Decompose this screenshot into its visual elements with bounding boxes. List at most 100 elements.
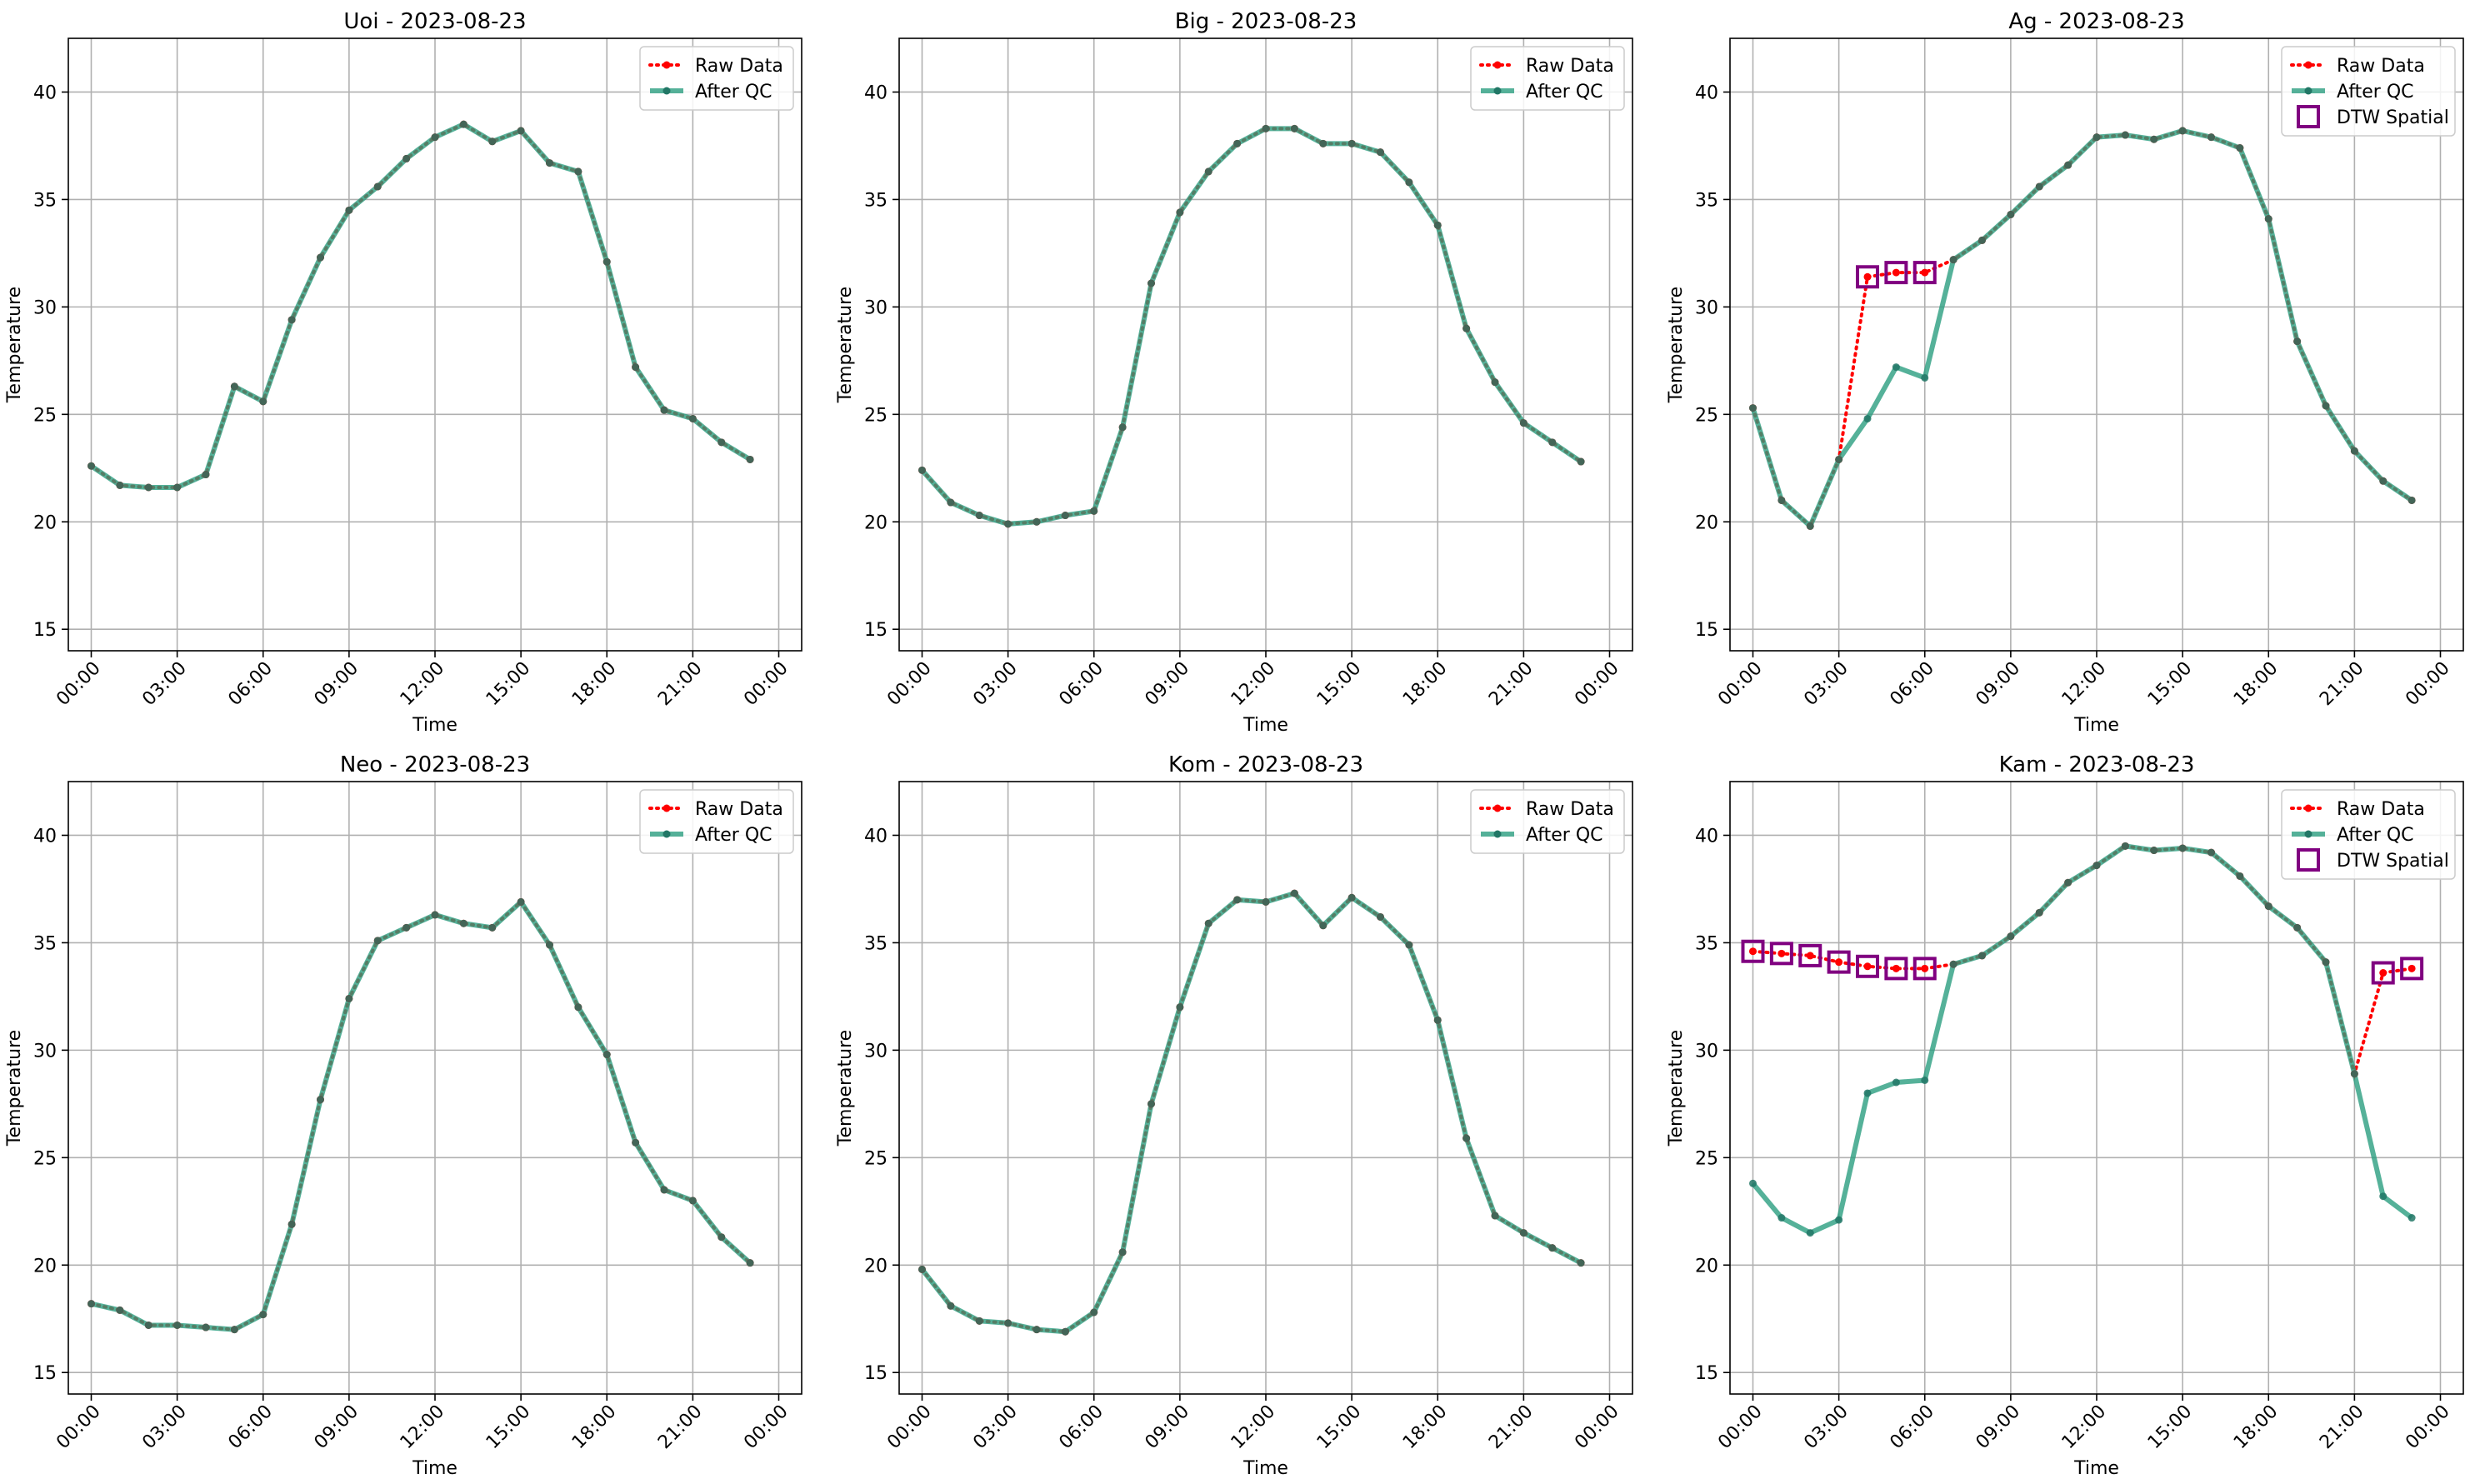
after-qc-point [2064, 878, 2072, 887]
y-tick-label: 25 [1695, 1148, 1718, 1169]
x-axis-label: Time [2073, 1458, 2119, 1479]
legend-box [1470, 46, 1625, 111]
after-qc-point [2322, 402, 2330, 410]
after-qc-point [1548, 438, 1557, 447]
legend-dtw-swatch [2297, 848, 2320, 872]
after-qc-point [1290, 889, 1298, 897]
after-qc-point [116, 481, 124, 489]
after-qc-point [2092, 133, 2101, 142]
x-tick-label: 18:00 [568, 658, 621, 711]
legend-qc-marker [2304, 830, 2312, 838]
after-qc-point [402, 154, 411, 162]
after-qc-point [2379, 477, 2388, 485]
axes-frame [1729, 781, 2464, 1395]
x-tick-label: 00:00 [740, 1402, 792, 1454]
after-qc-point [517, 127, 525, 135]
legend-raw-marker [2304, 804, 2312, 812]
after-qc-point [2236, 872, 2244, 880]
legend-label: After QC [1526, 825, 1603, 846]
after-qc-point [288, 1220, 296, 1228]
after-qc-point [1118, 1248, 1127, 1257]
after-qc-point [173, 1321, 182, 1329]
y-axis-label: Temperature [835, 287, 856, 403]
x-tick-label: 00:00 [52, 1402, 105, 1454]
after-qc-point [345, 206, 353, 214]
y-tick-label: 15 [864, 620, 888, 641]
x-tick-label: 12:00 [397, 658, 449, 711]
y-tick-label: 15 [1695, 620, 1718, 641]
after-qc-point [202, 1323, 210, 1332]
after-qc-point [173, 483, 182, 492]
raw-data-point [1863, 962, 1872, 971]
after-qc-point [345, 994, 353, 1002]
x-tick-label: 09:00 [1142, 658, 1194, 711]
after-qc-point [2408, 1214, 2416, 1222]
after-qc-point [1118, 423, 1127, 432]
subplot-title: Kam - 2023-08-23 [1999, 752, 2195, 777]
after-qc-point [1835, 1216, 1843, 1224]
legend-label: DTW Spatial [2337, 107, 2449, 128]
dtw-spatial-marker [2371, 961, 2395, 985]
after-qc-point [459, 919, 468, 927]
legend: Raw Data After QC [1470, 46, 1625, 111]
after-qc-point [1319, 922, 1328, 930]
legend-raw-marker [2304, 61, 2312, 69]
y-tick-label: 40 [33, 82, 57, 103]
after-qc-point [488, 137, 497, 146]
after-qc-point [1892, 1078, 1900, 1087]
subplot: 15 20 25 30 35 40 00:00 03:00 06:00 09:00 12:00 15:… [835, 752, 1633, 1479]
legend: Raw Data After QC DTW Spatial [2281, 46, 2456, 137]
raw-data-point [1835, 958, 1843, 967]
dtw-spatial-marker [1884, 957, 1908, 981]
x-tick-label: 06:00 [1886, 658, 1938, 711]
legend: Raw Data After QC [639, 789, 794, 854]
raw-data-point [1806, 952, 1814, 960]
y-tick-label: 35 [33, 933, 57, 954]
dtw-spatial-marker [1884, 261, 1908, 285]
after-qc-point [1348, 893, 1356, 902]
subplot: 15 20 25 30 35 40 00:00 03:00 06:00 09:00 12:00 15:… [4, 9, 802, 736]
x-tick-label: 12:00 [1228, 658, 1280, 711]
after-qc-point [2092, 862, 2101, 870]
after-qc-point [1863, 1089, 1872, 1097]
after-qc-point [1519, 1229, 1528, 1237]
after-qc-point [288, 316, 296, 324]
axes-frame [1729, 37, 2464, 652]
y-tick-label: 15 [33, 1363, 57, 1384]
x-tick-label: 15:00 [482, 658, 535, 711]
after-qc-point [1004, 520, 1012, 528]
y-tick-label: 40 [864, 82, 888, 103]
x-tick-label: 15:00 [2144, 1402, 2197, 1454]
after-qc-point [2264, 902, 2272, 911]
y-tick-label: 35 [1695, 933, 1718, 954]
after-qc-point [230, 1326, 238, 1334]
after-qc-point [975, 1317, 983, 1325]
legend-label: Raw Data [1526, 799, 1614, 820]
x-tick-label: 21:00 [654, 1402, 707, 1454]
after-qc-point [373, 182, 382, 191]
y-tick-label: 30 [1695, 297, 1718, 318]
legend-box [639, 46, 794, 111]
after-qc-point [947, 498, 955, 507]
after-qc-line [920, 126, 1582, 527]
after-qc-point [2350, 1070, 2358, 1078]
x-tick-label: 00:00 [1571, 1402, 1623, 1454]
y-tick-label: 20 [1695, 1256, 1718, 1277]
x-tick-label: 03:00 [138, 658, 191, 711]
x-tick-label: 12:00 [1228, 1402, 1280, 1454]
after-qc-point [918, 1265, 926, 1273]
after-qc-point [918, 466, 926, 474]
after-qc-point [574, 1003, 582, 1012]
subplot: 15 20 25 30 35 40 00:00 03:00 06:00 09:00 12:00 15:… [4, 752, 802, 1479]
y-axis-label: Temperature [4, 1030, 25, 1147]
raw-data-line [1751, 844, 2414, 1081]
axes-frame [68, 781, 802, 1395]
x-axis-label: Time [2073, 715, 2119, 736]
after-qc-point [718, 1233, 726, 1242]
after-qc-point [1778, 1214, 1786, 1222]
y-tick-label: 25 [33, 405, 57, 426]
dtw-spatial-marker [1856, 265, 1879, 289]
y-tick-label: 35 [864, 933, 888, 954]
after-qc-point [402, 923, 411, 932]
y-tick-label: 20 [33, 512, 57, 533]
